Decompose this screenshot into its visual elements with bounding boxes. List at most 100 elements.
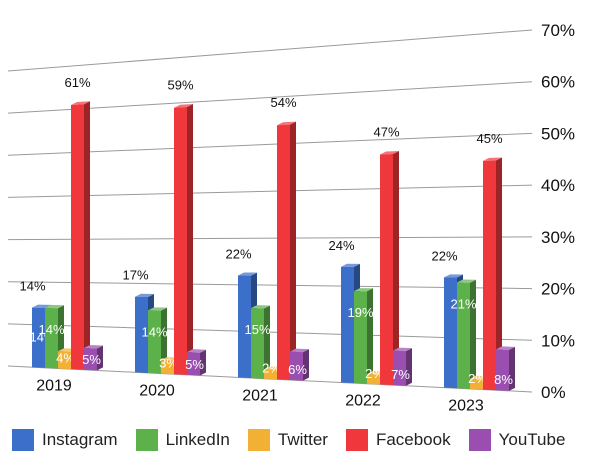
bar-top <box>277 121 296 126</box>
bar-top <box>341 263 360 267</box>
bar-twitter <box>470 378 483 390</box>
bar-twitter <box>264 369 277 380</box>
gridline <box>7 184 533 198</box>
legend-swatch <box>345 429 368 451</box>
bar-side <box>84 101 90 370</box>
bar-youtube <box>496 349 509 391</box>
data-label: 15% <box>244 322 270 337</box>
bar-youtube <box>84 348 97 371</box>
bar-top <box>393 347 412 352</box>
legend-swatch <box>468 429 491 451</box>
bar-top <box>444 274 463 278</box>
data-label: 14% <box>141 324 167 339</box>
gridline <box>7 81 533 114</box>
bar-side <box>290 121 296 380</box>
legend-label: Facebook <box>375 430 451 449</box>
data-label: 22% <box>225 246 251 261</box>
legend-item-facebook: Facebook <box>345 429 451 451</box>
gridline <box>7 29 533 72</box>
bar-side <box>393 150 399 386</box>
legend-label: Twitter <box>277 430 328 449</box>
bar-instagram <box>238 275 251 379</box>
legend-item-youtube: YouTube <box>468 429 565 451</box>
data-label: 21% <box>450 297 476 312</box>
y-tick-label: 0% <box>541 383 566 402</box>
bar-top <box>71 101 90 106</box>
bar-instagram <box>341 266 354 384</box>
bar-top <box>174 103 193 108</box>
bar-side <box>161 307 167 374</box>
data-label: 54% <box>270 95 296 110</box>
bar-top <box>380 150 399 155</box>
bar-linkedin <box>148 310 161 374</box>
category-label: 2019 <box>36 377 72 394</box>
bar-twitter <box>161 360 174 375</box>
bar-facebook <box>380 153 393 386</box>
bar-facebook <box>174 106 187 375</box>
bar-instagram <box>444 277 457 389</box>
bar-linkedin <box>251 308 264 379</box>
gridline <box>7 236 533 241</box>
gridline <box>7 132 533 156</box>
data-label: 22% <box>431 248 457 263</box>
data-label: 7% <box>391 367 410 382</box>
data-label: 5% <box>82 352 101 367</box>
legend-label: LinkedIn <box>165 430 230 449</box>
legend-swatch <box>135 429 158 451</box>
data-label: 3% <box>159 356 178 371</box>
bar-top <box>45 304 64 309</box>
bar-side <box>509 346 515 391</box>
data-label: 2% <box>468 371 487 386</box>
bar-facebook <box>483 160 496 391</box>
bar-top <box>290 348 309 353</box>
bar-side <box>303 349 309 381</box>
data-label: 61% <box>64 75 90 90</box>
data-label: 45% <box>476 131 502 146</box>
legend-swatch <box>12 429 34 451</box>
data-label: 6% <box>288 362 307 377</box>
legend-item-linkedin: LinkedIn <box>135 429 230 451</box>
bar-linkedin <box>354 291 367 384</box>
data-label: 2% <box>262 361 281 376</box>
data-label: 19% <box>347 305 373 320</box>
bar-top <box>148 307 167 311</box>
bar-linkedin <box>457 282 470 389</box>
bar-top <box>32 304 51 308</box>
bar-top <box>496 346 515 350</box>
legend-label: Instagram <box>42 430 118 449</box>
y-tick-label: 60% <box>541 73 575 92</box>
bar-side <box>406 348 412 386</box>
bar-top <box>84 345 103 349</box>
data-label: 59% <box>167 78 193 93</box>
bar-top <box>354 288 373 292</box>
data-label: 24% <box>328 238 354 253</box>
bar-side <box>496 157 502 391</box>
bar-twitter <box>367 374 380 385</box>
category-label: 2023 <box>448 398 484 415</box>
y-tick-label: 70% <box>541 21 575 40</box>
y-tick-label: 20% <box>541 280 575 299</box>
bar-twitter <box>58 351 71 370</box>
data-label: 14% <box>19 279 45 294</box>
data-label: 17% <box>122 268 148 283</box>
chart: 0% 10% 20% 30% 40% 50% 60% 70% 14% 14% 14% 4% 61% 5% 2… <box>7 21 575 415</box>
bar-youtube <box>290 351 303 381</box>
bar-instagram <box>32 307 45 368</box>
bar-linkedin <box>45 307 58 369</box>
data-label: 8% <box>494 372 513 387</box>
bar-top <box>135 293 154 297</box>
bar-side <box>470 279 476 389</box>
category-label: 2021 <box>242 388 278 405</box>
y-tick-label: 30% <box>541 228 575 247</box>
bar-facebook <box>277 124 290 380</box>
bar-top <box>457 279 476 283</box>
bar-top <box>483 157 502 161</box>
bar-youtube <box>187 352 200 376</box>
data-label: 14% <box>38 322 64 337</box>
data-label: 47% <box>373 124 399 139</box>
data-label: 4% <box>56 350 75 365</box>
data-label: 2% <box>365 366 384 381</box>
bar-top <box>251 305 270 309</box>
bar-top <box>187 349 206 353</box>
bar-side <box>200 349 206 376</box>
